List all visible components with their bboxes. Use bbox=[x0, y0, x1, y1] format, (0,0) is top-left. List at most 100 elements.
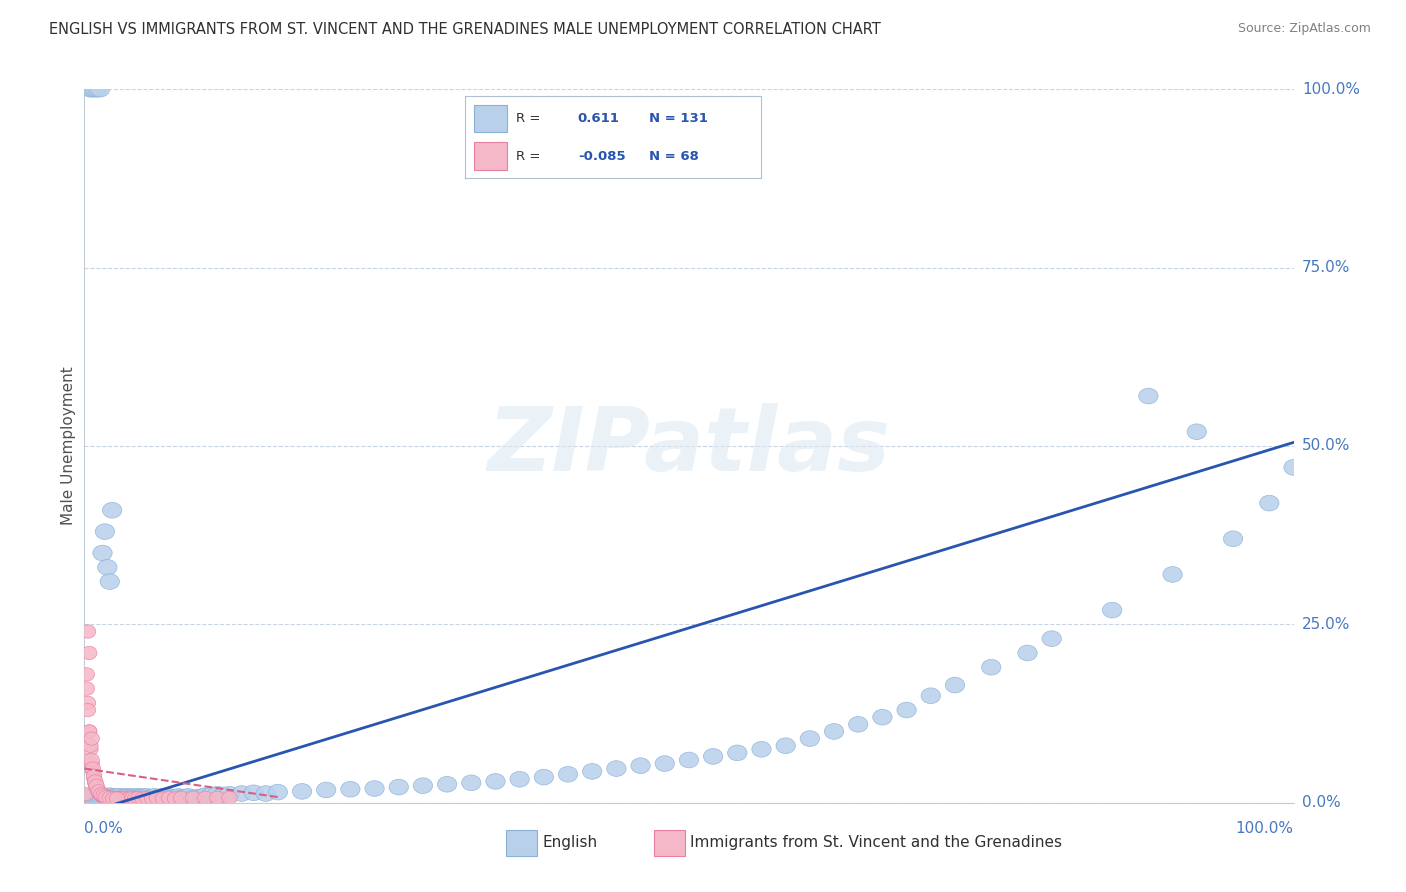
Ellipse shape bbox=[169, 789, 188, 805]
Ellipse shape bbox=[193, 789, 212, 805]
Ellipse shape bbox=[172, 790, 191, 805]
Ellipse shape bbox=[103, 791, 118, 805]
Ellipse shape bbox=[98, 790, 118, 805]
Ellipse shape bbox=[873, 709, 891, 725]
Ellipse shape bbox=[101, 789, 121, 805]
Ellipse shape bbox=[79, 682, 94, 695]
Ellipse shape bbox=[90, 783, 105, 797]
Ellipse shape bbox=[162, 791, 177, 805]
Ellipse shape bbox=[110, 790, 129, 805]
Ellipse shape bbox=[97, 559, 117, 575]
Ellipse shape bbox=[179, 789, 198, 805]
Ellipse shape bbox=[135, 792, 150, 805]
Ellipse shape bbox=[921, 688, 941, 704]
Ellipse shape bbox=[80, 81, 100, 97]
Ellipse shape bbox=[245, 785, 263, 801]
Ellipse shape bbox=[104, 791, 120, 805]
Ellipse shape bbox=[103, 792, 118, 805]
Ellipse shape bbox=[86, 772, 101, 784]
Ellipse shape bbox=[128, 792, 143, 805]
Ellipse shape bbox=[166, 789, 184, 805]
Ellipse shape bbox=[145, 792, 160, 805]
Ellipse shape bbox=[80, 704, 96, 716]
Ellipse shape bbox=[139, 791, 155, 805]
Ellipse shape bbox=[110, 791, 125, 805]
Ellipse shape bbox=[124, 789, 142, 805]
Ellipse shape bbox=[138, 789, 157, 805]
Ellipse shape bbox=[91, 785, 107, 798]
Ellipse shape bbox=[87, 775, 103, 788]
Ellipse shape bbox=[129, 790, 149, 805]
Ellipse shape bbox=[897, 702, 917, 718]
Ellipse shape bbox=[945, 677, 965, 693]
Ellipse shape bbox=[80, 789, 98, 805]
Ellipse shape bbox=[1187, 424, 1206, 440]
Ellipse shape bbox=[256, 786, 276, 801]
Ellipse shape bbox=[534, 769, 554, 785]
Ellipse shape bbox=[214, 787, 233, 803]
Ellipse shape bbox=[83, 81, 103, 97]
Ellipse shape bbox=[80, 790, 100, 805]
Ellipse shape bbox=[107, 791, 122, 805]
Ellipse shape bbox=[174, 789, 194, 805]
Ellipse shape bbox=[84, 754, 100, 766]
Ellipse shape bbox=[366, 780, 384, 797]
Ellipse shape bbox=[157, 789, 176, 805]
Ellipse shape bbox=[96, 524, 115, 540]
Ellipse shape bbox=[1102, 602, 1122, 618]
Ellipse shape bbox=[1284, 459, 1303, 475]
Ellipse shape bbox=[461, 775, 481, 790]
Ellipse shape bbox=[155, 792, 170, 805]
Ellipse shape bbox=[83, 739, 98, 752]
Ellipse shape bbox=[195, 788, 215, 804]
Ellipse shape bbox=[100, 791, 115, 805]
Ellipse shape bbox=[125, 791, 141, 805]
Ellipse shape bbox=[776, 738, 796, 754]
Ellipse shape bbox=[96, 789, 115, 805]
Ellipse shape bbox=[232, 786, 252, 801]
Ellipse shape bbox=[111, 791, 127, 805]
Ellipse shape bbox=[117, 790, 136, 806]
Ellipse shape bbox=[100, 788, 120, 804]
Ellipse shape bbox=[100, 574, 120, 590]
Ellipse shape bbox=[981, 659, 1001, 675]
Ellipse shape bbox=[132, 790, 150, 806]
Ellipse shape bbox=[1139, 388, 1159, 404]
Ellipse shape bbox=[105, 792, 121, 805]
Ellipse shape bbox=[89, 779, 104, 792]
Ellipse shape bbox=[79, 790, 97, 806]
Ellipse shape bbox=[558, 766, 578, 782]
Ellipse shape bbox=[86, 81, 105, 97]
Ellipse shape bbox=[80, 697, 96, 709]
Ellipse shape bbox=[197, 791, 214, 805]
Ellipse shape bbox=[112, 792, 128, 805]
Ellipse shape bbox=[131, 791, 146, 805]
Ellipse shape bbox=[108, 792, 124, 805]
Ellipse shape bbox=[269, 784, 287, 800]
Ellipse shape bbox=[208, 787, 226, 802]
Text: 25.0%: 25.0% bbox=[1302, 617, 1350, 632]
Ellipse shape bbox=[655, 756, 675, 772]
Ellipse shape bbox=[111, 790, 131, 806]
Ellipse shape bbox=[222, 791, 238, 805]
Ellipse shape bbox=[101, 792, 117, 805]
Ellipse shape bbox=[103, 502, 122, 518]
Text: 100.0%: 100.0% bbox=[1236, 821, 1294, 836]
Ellipse shape bbox=[105, 792, 121, 805]
Ellipse shape bbox=[510, 772, 529, 787]
Ellipse shape bbox=[115, 790, 134, 805]
Y-axis label: Male Unemployment: Male Unemployment bbox=[60, 367, 76, 525]
Ellipse shape bbox=[1042, 631, 1062, 647]
Ellipse shape bbox=[114, 791, 129, 805]
Ellipse shape bbox=[84, 732, 100, 745]
Ellipse shape bbox=[131, 789, 149, 805]
Ellipse shape bbox=[120, 790, 139, 805]
Ellipse shape bbox=[105, 790, 124, 805]
Ellipse shape bbox=[82, 725, 97, 738]
Ellipse shape bbox=[1260, 495, 1279, 511]
Ellipse shape bbox=[292, 783, 312, 799]
Ellipse shape bbox=[110, 792, 125, 805]
Ellipse shape bbox=[103, 790, 122, 806]
Ellipse shape bbox=[80, 625, 96, 638]
Ellipse shape bbox=[800, 731, 820, 747]
